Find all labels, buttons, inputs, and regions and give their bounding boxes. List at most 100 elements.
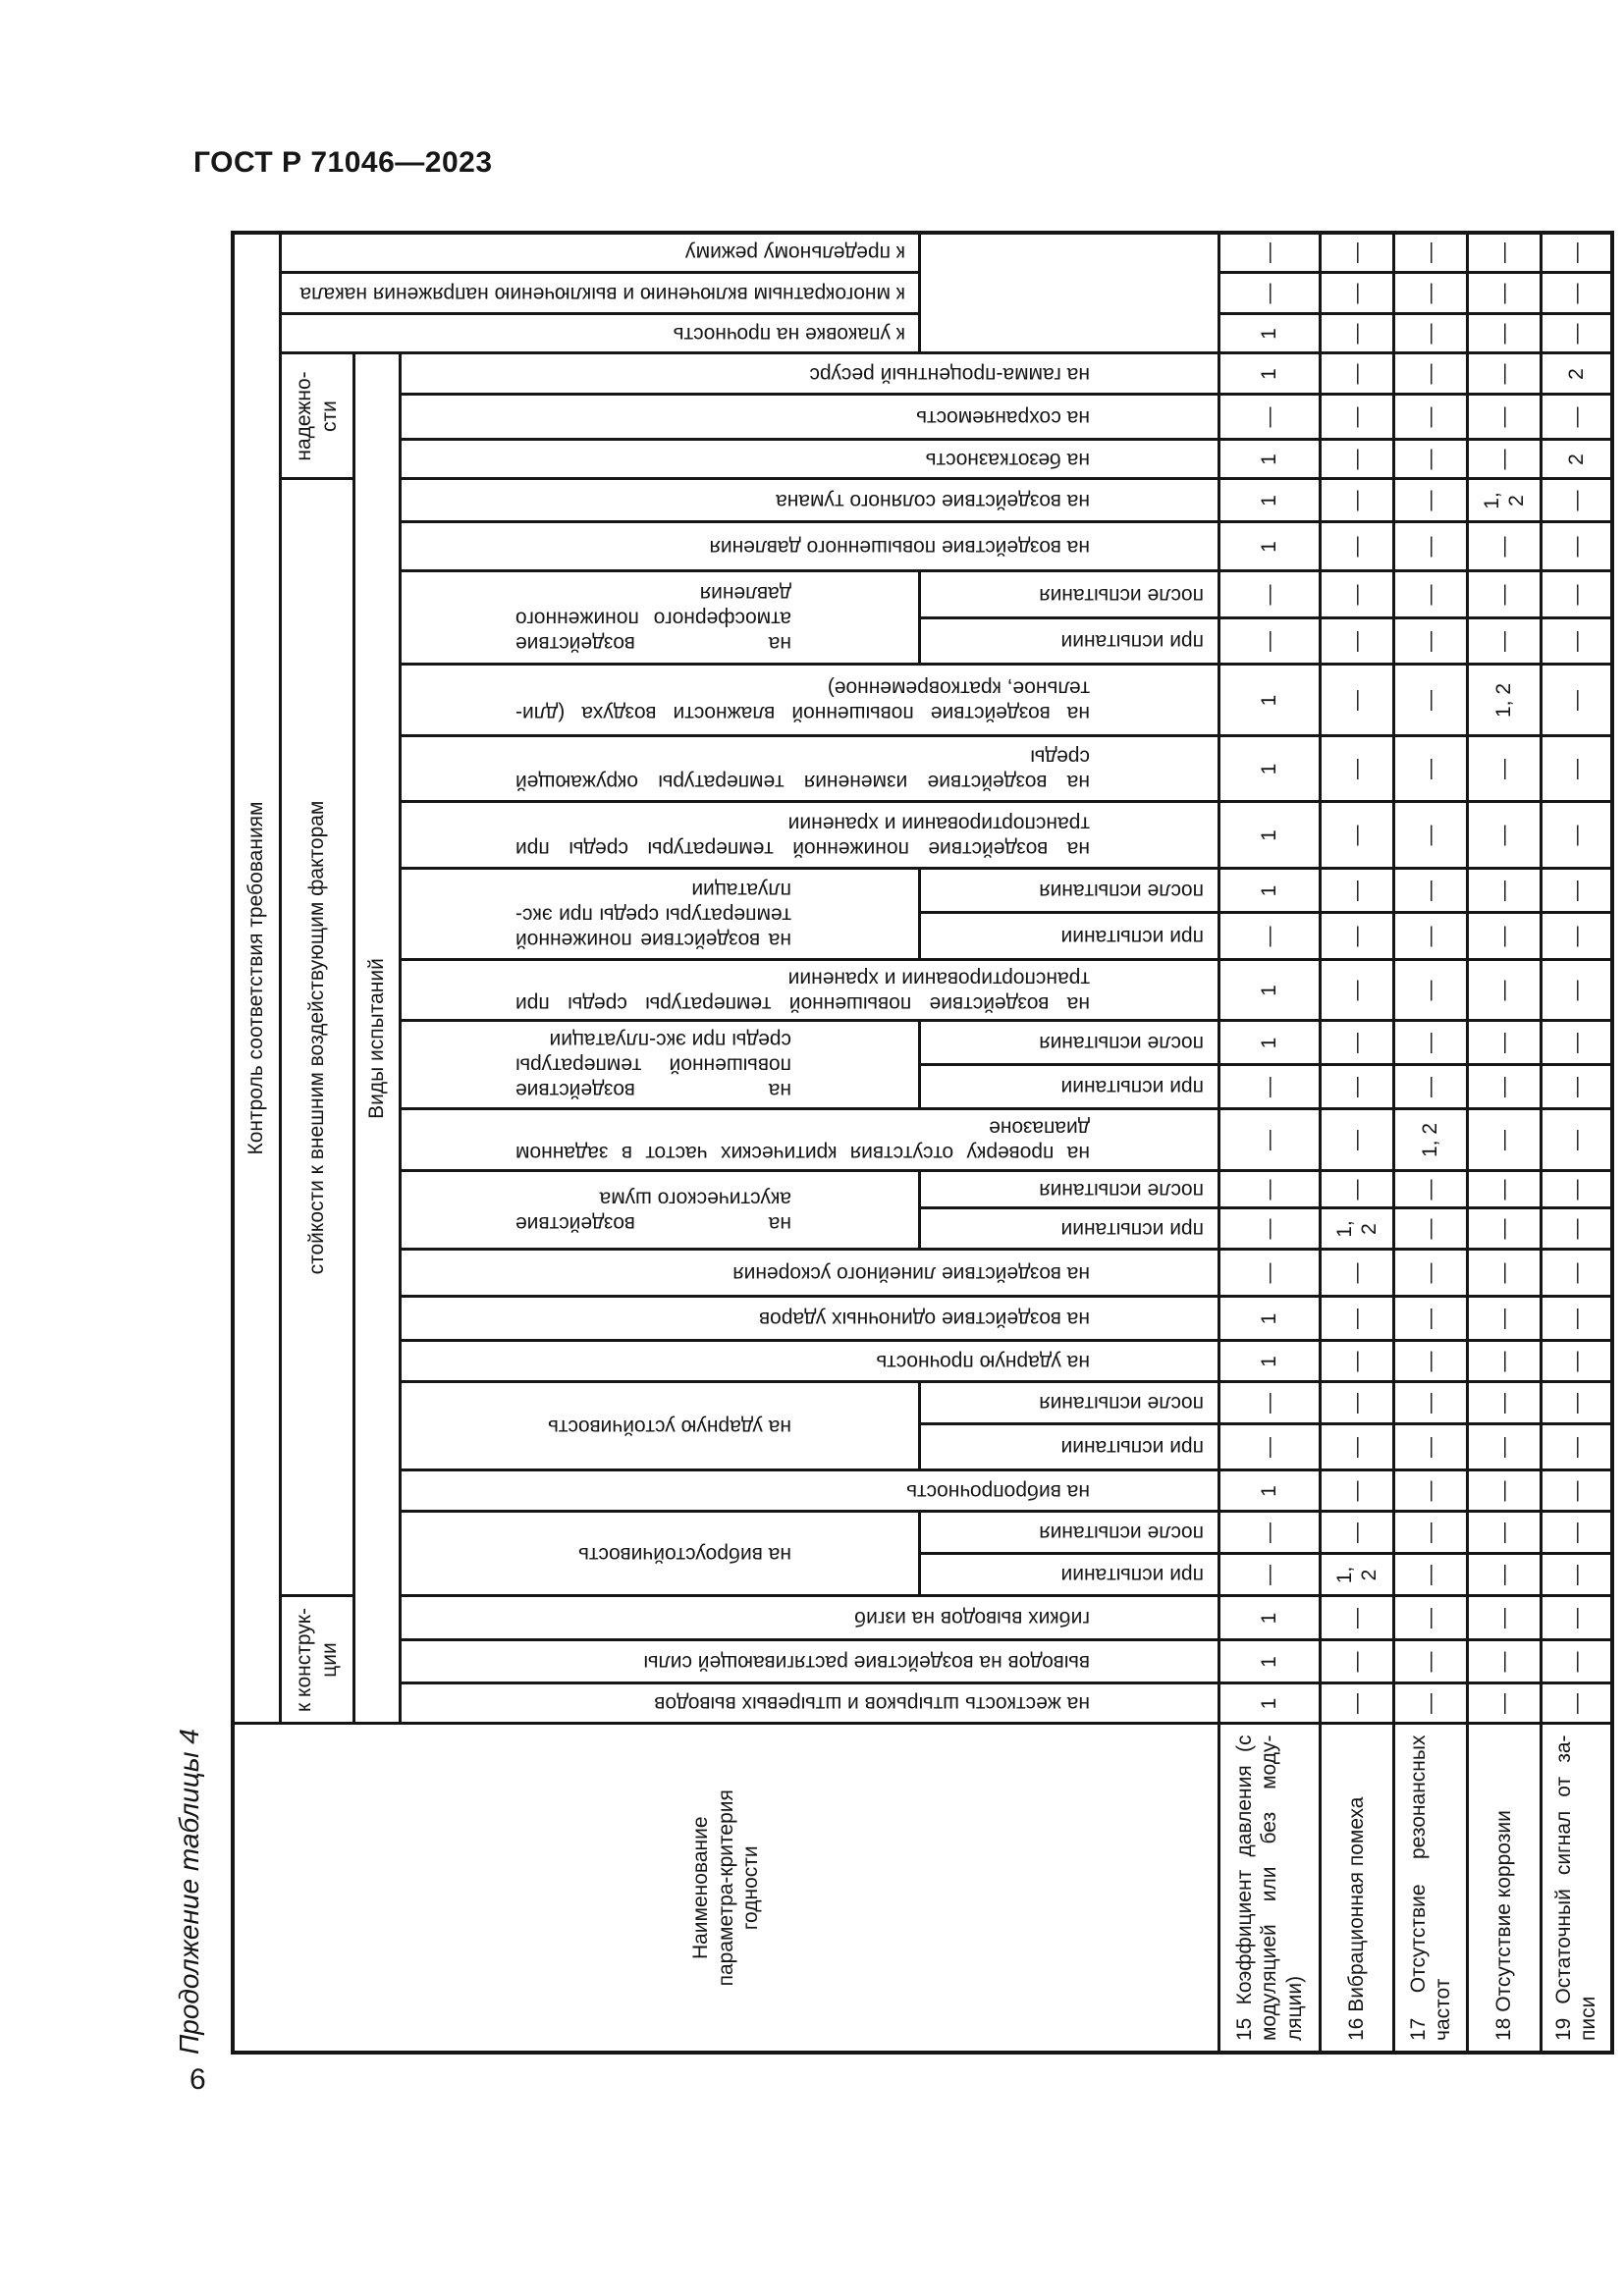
page-number: 6 — [189, 2063, 206, 2096]
value-cell: — — [1393, 1297, 1468, 1341]
value-cell: — — [1393, 395, 1468, 440]
value-cell: — — [1393, 1512, 1468, 1554]
value-cell: — — [1218, 232, 1321, 273]
value-cell: — — [1218, 1208, 1321, 1250]
value-cell: — — [1467, 1297, 1542, 1341]
value-cell: — — [1541, 1470, 1612, 1512]
value-cell: — — [1541, 1250, 1612, 1297]
value-cell: — — [1393, 869, 1468, 913]
value-cell: — — [1467, 1065, 1542, 1109]
value-cell: — — [1467, 232, 1542, 273]
value-cell: — — [1218, 913, 1321, 960]
value-cell: 1 — [1218, 479, 1321, 522]
value-cell: 2 — [1541, 353, 1612, 395]
value-cell: — — [1393, 1341, 1468, 1382]
value-cell: — — [1393, 479, 1468, 522]
test-column-header: на воздействие пониженной температуры ср… — [400, 802, 1219, 869]
value-cell: 1 — [1218, 665, 1321, 736]
value-cell: — — [1218, 1250, 1321, 1297]
value-cell: — — [1467, 618, 1542, 665]
value-cell: — — [1467, 1683, 1542, 1724]
value-cell: — — [1320, 1640, 1394, 1683]
value-cell: 1, 2 — [1467, 665, 1542, 736]
test-column-header: на гамма-процентный ресурс — [400, 353, 1219, 395]
value-cell: — — [1541, 314, 1612, 353]
subcolumn-header: после испытания — [919, 869, 1219, 913]
value-cell: — — [1393, 1424, 1468, 1470]
subcolumn-header: при испытании — [919, 913, 1219, 960]
value-cell: — — [1320, 232, 1394, 273]
document-header: ГОСТ Р 71046—2023 — [193, 146, 493, 179]
value-cell: — — [1393, 1065, 1468, 1109]
value-cell: — — [1320, 314, 1394, 353]
value-cell: — — [1320, 913, 1394, 960]
value-cell: — — [1541, 1596, 1612, 1640]
value-cell: — — [1467, 1640, 1542, 1683]
value-cell: 1, 2 — [1467, 479, 1542, 522]
row-label: 15 Коэффициент давления (с модуляцией ил… — [1218, 1724, 1321, 2053]
subcolumn-header: после испытания — [919, 1021, 1219, 1065]
value-cell: — — [1218, 1171, 1321, 1208]
corner-header-cell: Наименование параметра-критерия годности — [233, 1724, 1219, 2053]
value-cell: — — [1393, 1382, 1468, 1424]
row-label: 16 Вибрационная помеха — [1320, 1724, 1394, 2053]
value-cell: — — [1320, 1341, 1394, 1382]
value-cell: — — [1218, 1424, 1321, 1470]
value-cell: — — [1541, 395, 1612, 440]
subcolumn-header: при испытании — [919, 1424, 1219, 1470]
rotated-table-area: Наименование параметра-критерия годности… — [231, 230, 1614, 2055]
value-cell: — — [1467, 1171, 1542, 1208]
value-cell: 1 — [1218, 522, 1321, 571]
row-label: 17 Отсутствие резонансных частот — [1393, 1724, 1468, 2053]
value-cell: — — [1541, 1065, 1612, 1109]
value-cell: — — [1393, 1640, 1468, 1683]
value-cell: — — [1541, 665, 1612, 736]
subcolumn-header: при испытании — [919, 1208, 1219, 1250]
value-cell: — — [1541, 479, 1612, 522]
value-cell: 1, 2 — [1320, 1208, 1394, 1250]
value-cell: — — [1541, 1297, 1612, 1341]
subcolumn-header: после испытания — [919, 1382, 1219, 1424]
subcolumn-header: после испытания — [919, 571, 1219, 618]
top-header-cell: Контроль соответствия требованиям — [233, 232, 280, 1724]
value-cell: — — [1320, 1171, 1394, 1208]
subcolumn-header: при испытании — [919, 1554, 1219, 1596]
corner-header-label: Наименование параметра-критерия годности — [689, 1789, 763, 1987]
value-cell: — — [1467, 273, 1542, 314]
value-cell: 1 — [1218, 1596, 1321, 1640]
test-column-header: на воздействие атмосферного пониженного … — [400, 571, 920, 665]
value-cell: — — [1218, 1109, 1321, 1171]
value-cell: — — [1467, 960, 1542, 1021]
subcolumn-header: при испытании — [919, 1065, 1219, 1109]
value-cell: — — [1393, 802, 1468, 869]
value-cell: — — [1218, 273, 1321, 314]
value-cell: — — [1320, 869, 1394, 913]
test-column-header: на сохраняемость — [400, 395, 1219, 440]
value-cell: — — [1467, 440, 1542, 479]
value-cell: — — [1467, 1554, 1542, 1596]
value-cell: — — [1541, 522, 1612, 571]
test-column-header: на виброустойчивость — [400, 1512, 920, 1596]
test-column-header: на жесткость штырьков и штыревых выводов — [400, 1683, 1219, 1724]
value-cell: — — [1393, 1171, 1468, 1208]
value-cell: — — [1393, 960, 1468, 1021]
test-column-header: гибких выводов на изгиб — [400, 1596, 1219, 1640]
value-cell: — — [1320, 479, 1394, 522]
value-cell: — — [1467, 395, 1542, 440]
value-cell: — — [1218, 395, 1321, 440]
test-column-header: на воздействие повышенной температуры ср… — [400, 1021, 920, 1109]
value-cell: — — [1467, 736, 1542, 802]
value-cell: — — [1393, 571, 1468, 618]
value-cell: — — [1320, 1109, 1394, 1171]
test-column-header: на воздействие изменения температуры окр… — [400, 736, 1219, 802]
value-cell: — — [1393, 665, 1468, 736]
value-cell: 1 — [1218, 1341, 1321, 1382]
value-cell: 1 — [1218, 736, 1321, 802]
value-cell: — — [1218, 1382, 1321, 1424]
value-cell: — — [1467, 1424, 1542, 1470]
value-cell: — — [1467, 1382, 1542, 1424]
test-column-header: на вибропрочность — [400, 1470, 1219, 1512]
value-cell: — — [1541, 618, 1612, 665]
value-cell: — — [1393, 353, 1468, 395]
value-cell: — — [1541, 1424, 1612, 1470]
